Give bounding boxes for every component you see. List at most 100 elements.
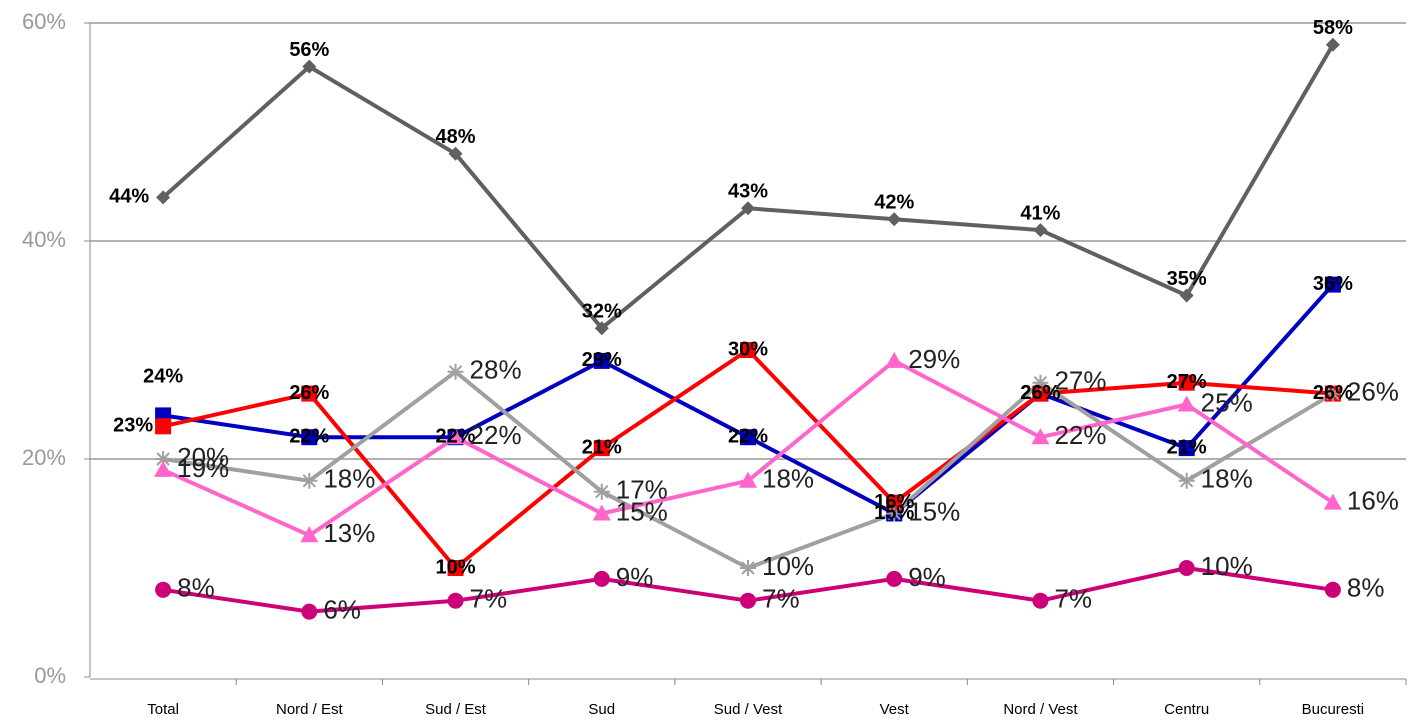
data-label: 22%: [1054, 420, 1106, 450]
data-label: 30%: [728, 338, 768, 360]
data-label: 7%: [762, 584, 800, 614]
marker: [155, 581, 172, 598]
marker: [1179, 288, 1194, 303]
marker: [156, 190, 171, 205]
data-label: 21%: [1167, 436, 1207, 458]
marker: [1178, 560, 1195, 576]
x-tick-label: Sud: [588, 701, 615, 718]
data-label: 43%: [728, 181, 768, 203]
x-tick-label: Centru: [1164, 701, 1209, 718]
data-label: 26%: [289, 382, 329, 404]
marker: [1033, 223, 1048, 238]
y-tick-label: 60%: [22, 9, 66, 34]
x-tick-label: Nord / Est: [276, 701, 344, 718]
data-label: 8%: [177, 573, 215, 603]
data-label: 10%: [436, 556, 476, 578]
marker: [302, 59, 317, 74]
data-label: 22%: [436, 425, 476, 447]
data-label: 41%: [1020, 202, 1060, 224]
y-tick-label: 20%: [22, 445, 66, 470]
y-tick-label: 0%: [34, 663, 66, 688]
data-label: 58%: [1313, 17, 1353, 39]
marker: [593, 440, 610, 457]
marker: [740, 429, 756, 446]
data-label: 22%: [289, 425, 329, 447]
data-label: 48%: [436, 126, 476, 148]
marker: [301, 603, 318, 620]
data-label: 7%: [470, 584, 508, 614]
marker: [1032, 374, 1049, 391]
marker: [1324, 581, 1341, 598]
data-label: 25%: [1201, 387, 1253, 417]
data-label: 26%: [1313, 382, 1353, 404]
marker: [740, 560, 756, 576]
data-label: 19%: [177, 453, 229, 483]
data-label: 56%: [289, 39, 329, 61]
marker: [301, 472, 318, 489]
x-tick-label: Vest: [880, 701, 910, 718]
data-label: 13%: [323, 518, 375, 548]
marker: [300, 526, 319, 543]
data-label: 15%: [908, 496, 960, 526]
data-label: 18%: [762, 464, 814, 494]
data-label: 18%: [1201, 464, 1253, 494]
data-label: 16%: [874, 491, 914, 513]
data-label: 16%: [1347, 485, 1399, 515]
marker: [1324, 276, 1341, 293]
marker: [1325, 37, 1340, 52]
data-label: 8%: [1347, 573, 1385, 603]
marker: [1323, 493, 1342, 510]
marker: [446, 428, 465, 445]
marker: [301, 385, 318, 402]
marker: [741, 201, 755, 216]
data-label: 22%: [728, 425, 768, 447]
x-tick-label: Sud / Vest: [714, 701, 783, 718]
marker: [447, 560, 464, 576]
marker: [447, 363, 464, 380]
marker: [887, 212, 902, 227]
data-label: 10%: [762, 551, 814, 581]
marker: [1178, 472, 1195, 489]
marker: [740, 342, 756, 358]
data-label: 29%: [908, 344, 960, 374]
marker: [886, 570, 903, 587]
data-label: 18%: [323, 464, 375, 494]
x-tick-label: Total: [147, 701, 179, 718]
data-label: 6%: [323, 594, 361, 624]
data-label: 7%: [1054, 584, 1092, 614]
data-label: 42%: [874, 191, 914, 213]
data-label: 24%: [143, 366, 183, 388]
data-label: 23%: [113, 415, 153, 437]
data-label: 15%: [874, 502, 914, 524]
marker: [1177, 395, 1196, 412]
data-label: 9%: [908, 562, 946, 592]
marker: [1031, 428, 1050, 445]
marker: [886, 494, 903, 511]
x-tick-label: Sud / Est: [425, 701, 487, 718]
data-label: 32%: [582, 300, 622, 322]
marker: [155, 451, 172, 467]
marker: [1178, 374, 1195, 391]
marker: [739, 471, 757, 488]
marker: [885, 351, 904, 368]
y-tick-label: 40%: [22, 227, 66, 252]
data-label: 36%: [1313, 273, 1353, 295]
marker: [593, 483, 610, 500]
marker: [447, 592, 464, 609]
data-label: 29%: [582, 349, 622, 371]
data-label: 28%: [470, 355, 522, 385]
data-label: 26%: [1020, 382, 1060, 404]
data-label: 21%: [582, 436, 622, 458]
data-label: 22%: [470, 420, 522, 450]
x-tick-label: Nord / Vest: [1003, 701, 1078, 718]
data-label: 9%: [616, 562, 654, 592]
marker: [740, 592, 756, 609]
marker: [1032, 592, 1049, 609]
marker: [448, 146, 463, 161]
data-label: 27%: [1167, 371, 1207, 393]
marker: [155, 418, 172, 435]
marker: [594, 321, 609, 336]
marker: [1032, 385, 1049, 402]
marker: [1178, 440, 1195, 457]
data-label: 44%: [109, 186, 149, 208]
